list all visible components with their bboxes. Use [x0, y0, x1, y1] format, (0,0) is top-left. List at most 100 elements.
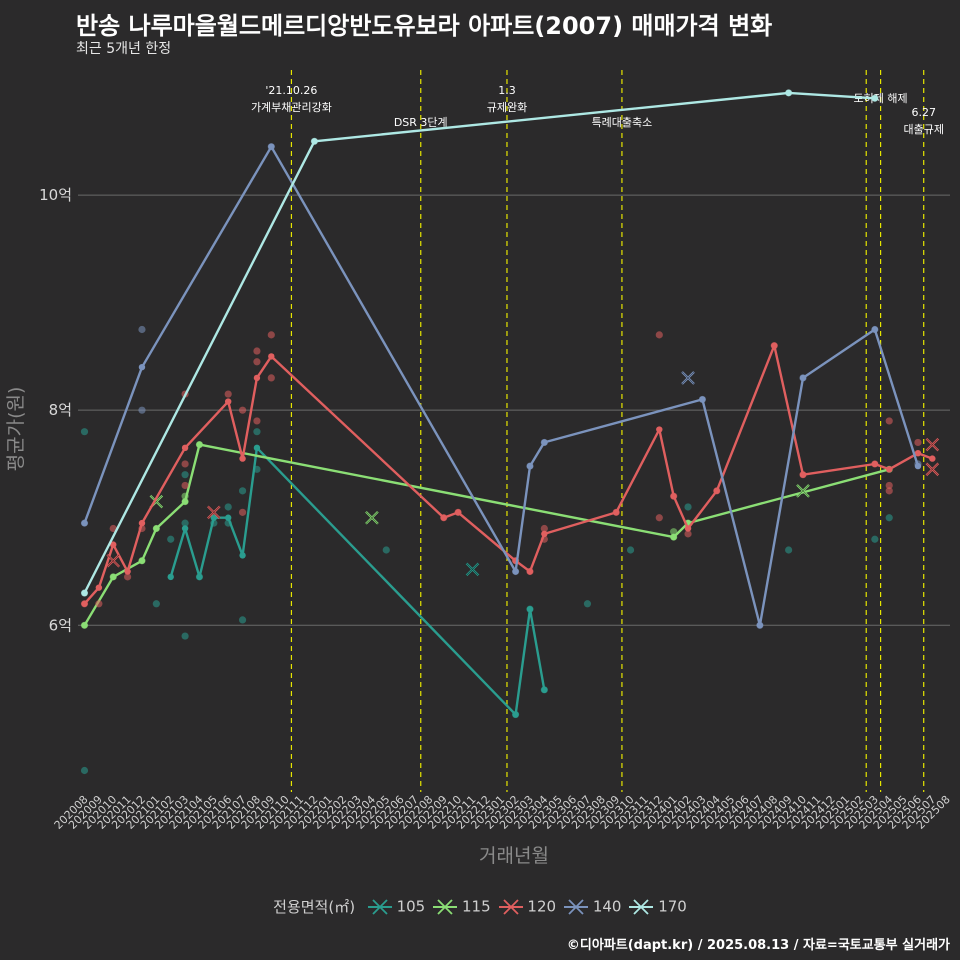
y-tick-label: 8억	[49, 401, 72, 419]
event-label: 대출규제	[903, 123, 943, 136]
y-tick-label: 6억	[49, 616, 72, 634]
data-point	[253, 347, 261, 355]
series-line	[83, 344, 933, 605]
event-label: 토허제 해제	[854, 91, 908, 105]
legend-label: 105	[391, 897, 426, 915]
y-tick-label: 10억	[39, 186, 72, 204]
series-105	[80, 428, 893, 775]
line-vertex	[268, 353, 275, 360]
data-point	[181, 519, 189, 527]
chart-subtitle: 최근 5개년 한정	[76, 41, 172, 57]
line-vertex	[253, 444, 261, 452]
line-vertex	[196, 441, 203, 448]
cancel-marker-outline	[926, 438, 939, 451]
series-115	[80, 440, 893, 629]
chart-title: 반송 나루마을월드메르디앙반도유보라 아파트(2007) 매매가격 변화	[76, 12, 773, 40]
line-vertex	[268, 143, 275, 150]
line-vertex	[756, 622, 764, 629]
data-point	[181, 471, 189, 479]
line-vertex	[771, 342, 778, 349]
data-point	[181, 481, 189, 490]
data-point	[138, 325, 146, 334]
line-vertex	[526, 462, 534, 470]
line-vertex	[656, 426, 663, 433]
data-point	[382, 546, 390, 554]
line-vertex	[541, 530, 548, 538]
line-vertex	[225, 398, 232, 405]
line-vertex	[914, 450, 922, 457]
data-point	[238, 406, 247, 414]
line-vertex	[81, 600, 88, 607]
line-vertex	[311, 138, 318, 145]
line-vertex	[210, 514, 218, 521]
series-line	[169, 446, 546, 716]
line-vertex	[713, 487, 720, 495]
line-vertex	[929, 455, 936, 462]
x-axis-label: 거래년월	[479, 845, 549, 867]
line-vertex	[454, 509, 462, 516]
cancel-marker-outline	[107, 554, 120, 567]
data-point	[224, 503, 232, 511]
line-vertex	[167, 573, 174, 581]
event-label: '21.10.26	[265, 84, 317, 97]
data-point	[267, 374, 275, 382]
data-point	[670, 528, 678, 536]
data-point	[238, 616, 247, 624]
data-point	[540, 524, 548, 533]
line-vertex	[153, 525, 160, 532]
data-point	[655, 331, 663, 339]
event-label: 규제완화	[487, 101, 527, 114]
line-vertex	[225, 514, 232, 521]
legend-label: 120	[522, 897, 557, 915]
legend-item-170: 170	[629, 897, 687, 917]
legend-swatch	[629, 897, 654, 917]
line-vertex	[196, 573, 203, 581]
data-point	[80, 766, 89, 775]
line-vertex	[124, 568, 131, 575]
data-point	[224, 390, 232, 398]
data-point	[181, 460, 189, 468]
data-point	[152, 600, 160, 608]
data-point	[253, 358, 261, 366]
data-point	[626, 546, 635, 554]
legend-title: 전용면적(㎡)	[273, 898, 356, 916]
event-label: DSR 3단계	[394, 116, 448, 129]
line-vertex	[138, 557, 146, 564]
data-point	[238, 508, 247, 516]
line-vertex	[799, 471, 807, 478]
data-point	[684, 530, 692, 538]
data-point	[167, 535, 175, 543]
line-vertex	[440, 514, 447, 521]
series-line	[83, 443, 890, 626]
line-vertex	[95, 584, 103, 591]
line-vertex	[684, 525, 692, 532]
data-point	[80, 428, 89, 436]
legend-swatch	[498, 897, 523, 917]
legend: 전용면적(㎡) 105 115 120 140 170	[0, 896, 960, 917]
event-label: 가계부채관리강화	[251, 101, 332, 114]
line-vertex	[512, 568, 519, 575]
line-vertex	[181, 444, 189, 452]
series-120	[80, 331, 940, 608]
event-label: 특례대출축소	[592, 116, 653, 129]
line-vertex	[81, 622, 88, 629]
line-vertex	[526, 605, 534, 613]
data-point	[583, 600, 592, 608]
cancel-marker-outline	[466, 563, 479, 576]
line-vertex	[785, 89, 792, 97]
data-point	[138, 406, 146, 414]
data-point	[253, 417, 261, 425]
legend-swatch	[367, 897, 392, 917]
event-label: 6.27	[911, 106, 936, 119]
line-vertex	[699, 396, 706, 403]
line-vertex	[110, 541, 117, 548]
line-vertex	[239, 455, 246, 462]
line-vertex	[110, 573, 117, 581]
data-point	[253, 428, 261, 436]
data-point	[871, 535, 879, 543]
line-vertex	[541, 439, 548, 446]
data-point	[885, 481, 893, 490]
data-point	[684, 503, 692, 511]
series-140	[80, 143, 922, 629]
